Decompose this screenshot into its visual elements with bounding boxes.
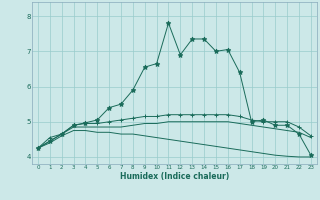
X-axis label: Humidex (Indice chaleur): Humidex (Indice chaleur) [120,172,229,181]
